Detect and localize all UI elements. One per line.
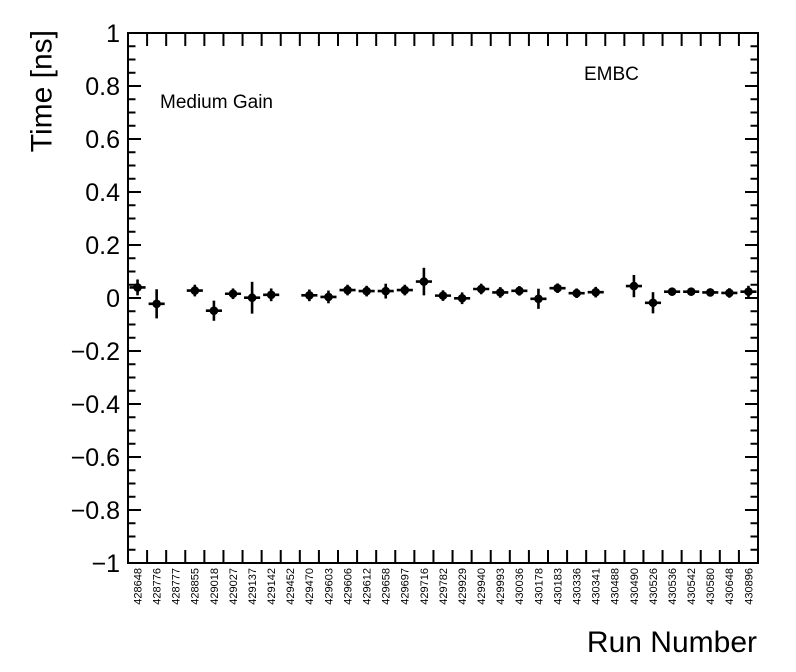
y-tick-label: 0 <box>106 285 120 313</box>
y-tick-label: −0.4 <box>71 391 120 419</box>
data-point <box>515 286 524 296</box>
detector-annotation: EMBC <box>584 64 639 85</box>
y-axis-title: Time [ns] <box>26 30 59 152</box>
data-point <box>744 287 753 296</box>
x-tick-label: 429940 <box>476 568 488 605</box>
data-point <box>419 277 429 286</box>
x-axis-title: Run Number <box>587 626 757 659</box>
data-point <box>247 293 257 303</box>
x-tick-label: 430648 <box>724 568 736 605</box>
data-point <box>343 285 352 295</box>
x-tick-label: 428777 <box>171 568 183 605</box>
y-tick-label: −1 <box>91 550 120 578</box>
x-tick-label: 430490 <box>629 568 641 605</box>
x-tick-label: 430336 <box>571 568 583 605</box>
x-tick-label: 429716 <box>419 568 431 605</box>
data-point <box>228 289 238 299</box>
x-tick-label: 430036 <box>514 568 526 605</box>
data-point <box>591 287 601 297</box>
data-point <box>495 288 505 297</box>
x-tick-label: 429027 <box>228 568 240 605</box>
x-tick-label: 430580 <box>705 568 717 605</box>
x-tick-label: 429697 <box>400 568 412 605</box>
x-tick-label: 430341 <box>591 568 603 605</box>
y-tick-label: 0.2 <box>85 232 120 260</box>
y-tick-label: −0.8 <box>71 497 120 525</box>
x-tick-label: 429612 <box>361 568 373 605</box>
data-point <box>534 294 543 304</box>
y-tick-label: 0.4 <box>85 179 120 207</box>
y-tick-label: 0.6 <box>85 126 120 154</box>
x-tick-label: 429137 <box>247 568 259 605</box>
x-tick-label: 430178 <box>533 568 545 605</box>
data-point <box>667 287 677 296</box>
data-point <box>476 284 486 294</box>
data-point <box>648 298 658 308</box>
x-tick-label: 430542 <box>686 568 698 605</box>
data-point <box>705 288 715 297</box>
x-tick-label: 430183 <box>552 568 564 605</box>
y-tick-label: −0.2 <box>71 338 120 366</box>
x-tick-label: 429782 <box>438 568 450 605</box>
data-point <box>553 283 562 293</box>
data-point <box>725 288 734 298</box>
data-point <box>400 285 410 295</box>
data-point <box>686 287 696 296</box>
y-tick-label: 1 <box>106 20 120 48</box>
y-tick-label: 0.8 <box>85 73 120 101</box>
data-point <box>305 291 314 300</box>
data-point <box>133 283 142 292</box>
x-tick-label: 430536 <box>667 568 679 605</box>
x-tick-label: 428776 <box>151 568 163 605</box>
y-tick-label: −0.6 <box>71 444 120 472</box>
x-tick-label: 429658 <box>381 568 393 605</box>
data-point <box>381 286 391 296</box>
x-tick-label: 429018 <box>209 568 221 605</box>
x-tick-label: 428855 <box>190 568 202 605</box>
data-point <box>324 292 333 302</box>
data-point <box>572 288 581 298</box>
data-point <box>362 286 371 296</box>
x-tick-label: 428648 <box>132 568 144 605</box>
x-tick-label: 429929 <box>457 568 469 605</box>
data-point <box>266 290 276 300</box>
x-tick-label: 429470 <box>304 568 316 605</box>
data-point <box>209 306 219 316</box>
data-point <box>190 286 200 295</box>
gain-annotation: Medium Gain <box>160 92 273 113</box>
x-tick-label: 429606 <box>342 568 354 605</box>
x-tick-label: 429142 <box>266 568 278 605</box>
data-point <box>629 281 639 291</box>
generated-layer: 1 0.8 0.6 0.4 0.2 0 −0.2 −0.4 −0.6 −0.8 −1 428648 42… <box>71 20 759 605</box>
data-point <box>438 291 448 300</box>
x-tick-label: 429452 <box>285 568 297 605</box>
x-tick-label: 429603 <box>323 568 335 605</box>
x-tick-label: 430488 <box>610 568 622 605</box>
data-point <box>457 293 467 303</box>
data-point <box>152 299 161 309</box>
x-tick-label: 430526 <box>648 568 660 605</box>
x-tick-label: 429993 <box>495 568 507 605</box>
x-tick-label: 430896 <box>743 568 755 605</box>
